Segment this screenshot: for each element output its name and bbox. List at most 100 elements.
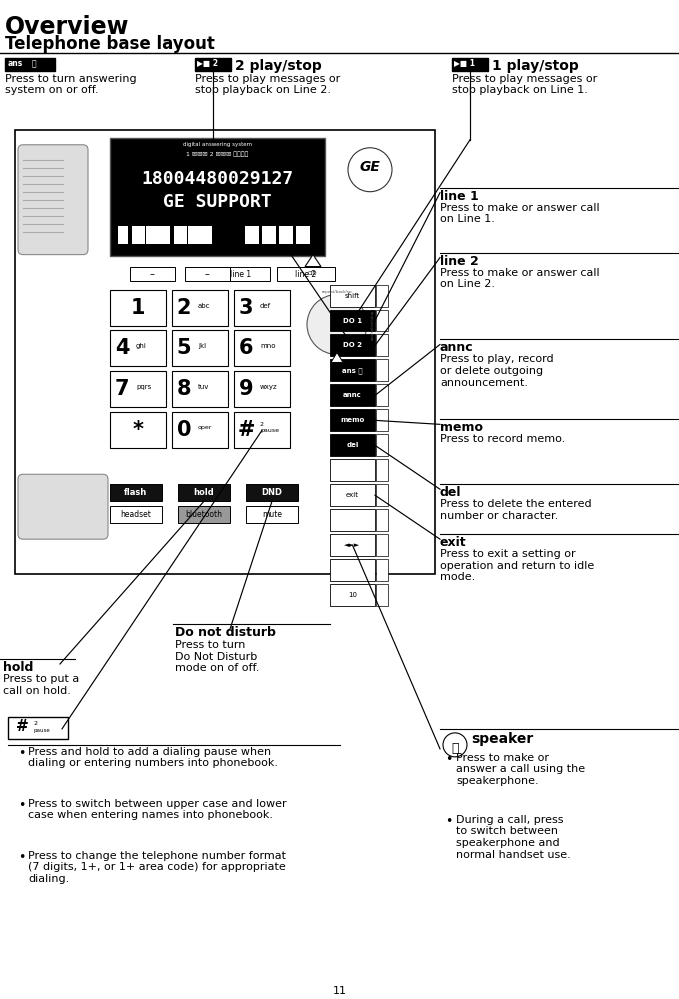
Text: ans: ans — [8, 59, 23, 68]
Text: ans/select/skip: ans/select/skip — [371, 310, 375, 340]
Text: Press to turn answering
system on or off.: Press to turn answering system on or off… — [5, 74, 136, 96]
Text: tuv: tuv — [198, 385, 209, 391]
Text: Do not disturb: Do not disturb — [175, 626, 276, 639]
Text: Press to make or answer call
on Line 1.: Press to make or answer call on Line 1. — [440, 203, 600, 225]
Bar — [185, 267, 230, 281]
Bar — [376, 385, 388, 407]
Bar — [330, 310, 375, 332]
Circle shape — [348, 148, 392, 192]
Bar — [188, 226, 204, 244]
Bar — [376, 285, 388, 307]
Bar — [234, 290, 290, 326]
Text: 2: 2 — [177, 298, 191, 318]
Bar — [246, 506, 298, 523]
Text: GE SUPPORT: GE SUPPORT — [163, 193, 272, 211]
Text: 5: 5 — [177, 339, 191, 359]
Bar — [172, 331, 228, 367]
Circle shape — [307, 295, 367, 355]
Text: 7: 7 — [115, 380, 129, 400]
Bar — [146, 226, 162, 244]
Text: digital answering system: digital answering system — [183, 142, 252, 147]
Text: jkl: jkl — [198, 344, 206, 350]
Text: annc: annc — [343, 393, 362, 399]
Bar — [132, 226, 145, 244]
Text: •: • — [18, 747, 25, 760]
Text: 1: 1 — [131, 298, 145, 318]
Bar — [245, 226, 259, 244]
Text: line 1: line 1 — [440, 190, 479, 203]
Bar — [234, 413, 290, 449]
Text: mute: mute — [262, 510, 282, 519]
Bar — [330, 385, 375, 407]
Text: #: # — [238, 421, 255, 441]
Text: line 2: line 2 — [440, 255, 479, 268]
Text: ◄►►: ◄►► — [344, 542, 361, 548]
Bar — [110, 290, 166, 326]
Bar — [172, 290, 228, 326]
Text: 18004480029127: 18004480029127 — [141, 170, 293, 188]
Text: Telephone base layout: Telephone base layout — [5, 35, 215, 53]
Text: 6: 6 — [239, 339, 253, 359]
Text: oper: oper — [198, 425, 213, 430]
Text: •: • — [18, 799, 25, 812]
Text: ans ⏻: ans ⏻ — [342, 367, 363, 374]
Text: Press to record memo.: Press to record memo. — [440, 435, 565, 445]
Bar — [330, 509, 375, 531]
Bar — [110, 138, 325, 256]
Text: headset: headset — [121, 510, 151, 519]
Text: ▶■ 2: ▶■ 2 — [197, 59, 218, 68]
Text: exit: exit — [346, 493, 359, 499]
Bar — [330, 485, 375, 506]
Text: Press to turn
Do Not Disturb
mode on of off.: Press to turn Do Not Disturb mode on of … — [175, 640, 259, 673]
Bar — [296, 226, 310, 244]
Bar — [330, 460, 375, 482]
Text: 1 play/stop: 1 play/stop — [492, 59, 579, 73]
Text: annc: annc — [440, 342, 474, 355]
Bar — [118, 226, 128, 244]
Text: During a call, press
to switch between
speakerphone and
normal handset use.: During a call, press to switch between s… — [456, 815, 571, 859]
Text: •: • — [445, 753, 452, 766]
Text: ⏻: ⏻ — [32, 59, 37, 68]
Text: 2
pause: 2 pause — [260, 422, 279, 433]
Text: –: – — [204, 270, 209, 280]
Text: abc: abc — [198, 303, 210, 309]
Text: 8: 8 — [177, 380, 191, 400]
Bar — [234, 331, 290, 367]
Text: memo: memo — [340, 418, 365, 424]
Text: Press and hold to add a dialing pause when
dialing or entering numbers into phon: Press and hold to add a dialing pause wh… — [28, 747, 278, 768]
Text: Press to make or answer call
on Line 2.: Press to make or answer call on Line 2. — [440, 268, 600, 289]
Polygon shape — [305, 255, 321, 267]
Text: –: – — [149, 270, 154, 280]
Bar — [262, 226, 276, 244]
Circle shape — [443, 733, 467, 757]
Text: pause: pause — [34, 728, 51, 733]
Bar — [330, 584, 375, 606]
Bar — [172, 413, 228, 449]
Bar — [277, 267, 335, 281]
Bar — [376, 584, 388, 606]
Text: 0: 0 — [177, 421, 191, 441]
Bar — [376, 310, 388, 332]
Bar — [110, 485, 162, 501]
Bar — [130, 267, 175, 281]
Bar — [212, 267, 270, 281]
Text: 2 play/stop: 2 play/stop — [235, 59, 322, 73]
Text: Press to delete the entered
number or character.: Press to delete the entered number or ch… — [440, 500, 591, 520]
Text: DND: DND — [261, 489, 282, 498]
Bar — [110, 331, 166, 367]
Bar — [174, 226, 187, 244]
Bar — [330, 285, 375, 307]
Text: •: • — [445, 815, 452, 828]
Text: line 2: line 2 — [295, 270, 316, 279]
Text: mno: mno — [260, 344, 276, 350]
Text: 3: 3 — [239, 298, 253, 318]
Text: Press to change the telephone number format
(7 digits, 1+, or 1+ area code) for : Press to change the telephone number for… — [28, 851, 286, 884]
Bar — [330, 534, 375, 556]
Bar — [376, 485, 388, 506]
Bar — [202, 226, 212, 244]
Bar — [376, 559, 388, 581]
Text: GE: GE — [360, 160, 380, 174]
Text: del: del — [440, 487, 462, 500]
Bar — [376, 410, 388, 432]
Bar — [110, 506, 162, 523]
